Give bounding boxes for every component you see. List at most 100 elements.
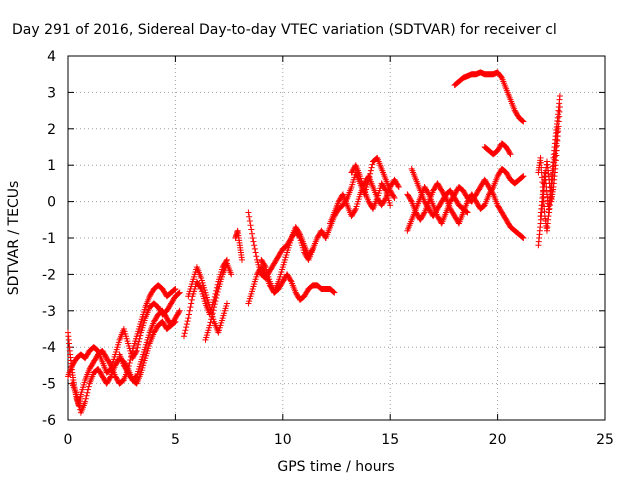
data-point (182, 327, 189, 334)
data-point (251, 245, 258, 252)
data-point (238, 256, 245, 263)
data-point (137, 332, 144, 339)
data-point (186, 307, 193, 314)
data-point (554, 125, 561, 132)
data-point (186, 311, 193, 318)
data-point (463, 208, 470, 215)
data-point (382, 196, 389, 203)
data-point (171, 286, 178, 293)
data-point (85, 383, 92, 390)
data-point (206, 322, 213, 329)
data-point (133, 347, 140, 354)
data-point (83, 392, 90, 399)
data-point (373, 155, 380, 162)
data-point (171, 319, 178, 326)
data-point (135, 338, 142, 345)
data-point (175, 290, 182, 297)
data-point (246, 218, 253, 225)
y-tick-label: -4 (42, 340, 56, 356)
data-point (464, 209, 471, 216)
data-point (180, 333, 187, 340)
y-tick-label: -3 (42, 304, 56, 320)
x-tick-label: 10 (274, 432, 292, 448)
data-point (329, 288, 336, 295)
data-point (75, 397, 82, 404)
data-point (210, 307, 217, 314)
data-point (489, 185, 496, 192)
y-tick-labels: -6 -5 -4 -3 -2 -1 0 1 2 3 4 (42, 49, 56, 429)
y-tick-label: -1 (42, 231, 56, 247)
data-point (82, 395, 89, 402)
data-point (520, 235, 527, 241)
data-point (382, 186, 389, 193)
x-axis-label: GPS time / hours (277, 459, 394, 475)
data-point (507, 151, 514, 158)
data-point (212, 298, 219, 305)
data-point (170, 287, 177, 294)
data-point (253, 253, 260, 260)
data-point (518, 233, 525, 240)
data-point (330, 288, 337, 295)
data-point (498, 73, 505, 80)
data-point (252, 249, 259, 256)
y-tick-label: 1 (47, 158, 56, 174)
data-point (172, 318, 179, 325)
data-point (187, 304, 194, 311)
data-point (296, 230, 303, 237)
data-point (136, 335, 143, 342)
data-point (93, 346, 100, 353)
data-point (369, 161, 376, 168)
data-point (519, 117, 526, 124)
data-point (519, 234, 526, 241)
data-point (133, 349, 140, 356)
data-point (506, 150, 513, 157)
data-point (368, 164, 375, 171)
data-point (126, 359, 133, 366)
data-point (181, 330, 188, 337)
data-point (519, 173, 526, 180)
data-point (119, 378, 126, 385)
data-point (132, 374, 139, 381)
data-point (407, 197, 414, 204)
data-point (395, 182, 402, 189)
data-point (208, 313, 215, 320)
data-point (520, 173, 527, 180)
data-point (211, 304, 218, 311)
data-point (556, 93, 563, 100)
data-point (134, 344, 141, 351)
data-point (309, 247, 316, 254)
data-point (390, 193, 397, 200)
data-point (188, 296, 195, 303)
data-point (518, 117, 525, 124)
axis-ticks (67, 55, 606, 421)
data-point (367, 167, 374, 174)
data-point (184, 318, 191, 325)
y-axis-label: SDTVAR / TECUs (6, 181, 22, 296)
data-point (209, 310, 216, 317)
data-point (175, 309, 182, 316)
data-point (249, 230, 256, 237)
data-point (207, 319, 214, 326)
data-point (176, 307, 183, 314)
y-tick-label: -5 (42, 377, 56, 393)
data-point (75, 400, 82, 407)
x-tick-label: 0 (64, 432, 73, 448)
chart-title: Day 291 of 2016, Sidereal Day-to-day VTE… (12, 22, 557, 38)
data-point (251, 242, 258, 249)
data-point (420, 210, 427, 217)
data-point (84, 389, 91, 396)
data-point (74, 394, 81, 401)
data-point (246, 213, 253, 220)
data-point (214, 288, 221, 295)
data-point (213, 295, 220, 302)
data-point (82, 398, 89, 405)
data-point (247, 222, 254, 229)
data-point (172, 285, 179, 292)
data-point (261, 262, 268, 269)
data-point (250, 238, 257, 245)
data-point (133, 373, 140, 380)
data-point (213, 292, 220, 299)
data-point (176, 289, 183, 296)
data-point (387, 202, 394, 209)
